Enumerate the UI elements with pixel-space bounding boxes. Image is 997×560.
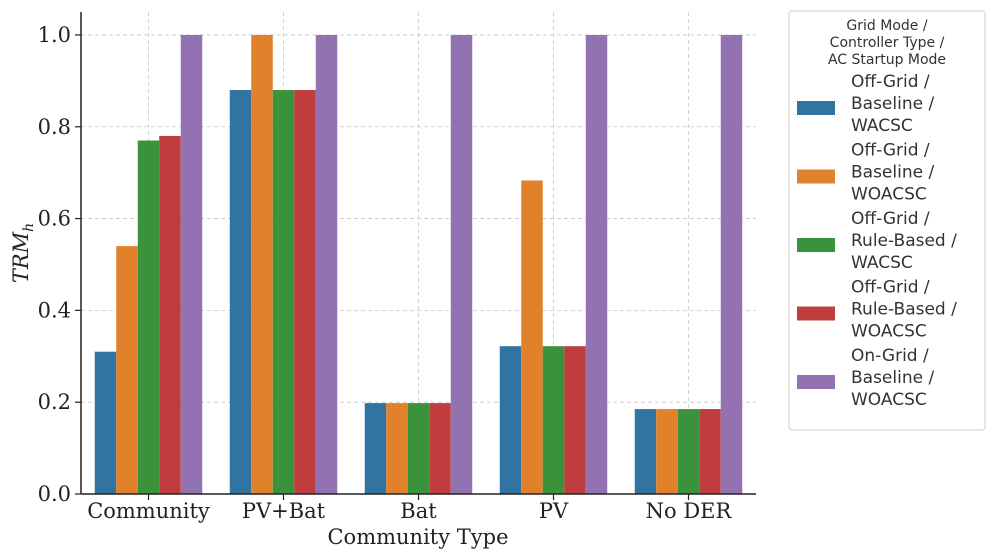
bar bbox=[137, 140, 160, 495]
bar bbox=[386, 403, 408, 494]
bar bbox=[585, 34, 608, 494]
legend-label-line: Off-Grid / bbox=[851, 278, 930, 298]
legend: Grid Mode /Controller Type /AC Startup M… bbox=[788, 10, 986, 431]
bar bbox=[407, 403, 430, 494]
legend-title-line: Grid Mode / bbox=[846, 18, 927, 34]
legend-label-line: WOACSC bbox=[851, 390, 927, 410]
bar bbox=[159, 135, 181, 494]
y-tick-label: 1.0 bbox=[38, 23, 71, 47]
x-ticks: Community PV+Bat Bat PV No DER bbox=[87, 494, 733, 523]
bar bbox=[315, 34, 338, 494]
legend-swatch bbox=[797, 375, 835, 389]
legend-swatch bbox=[797, 169, 835, 184]
bar bbox=[294, 90, 316, 495]
bar bbox=[499, 346, 522, 494]
legend-frame bbox=[788, 10, 986, 431]
legend-swatch bbox=[797, 101, 835, 115]
y-tick-label: 0.2 bbox=[38, 390, 71, 414]
legend-label-line: WOACSC bbox=[851, 185, 927, 205]
x-tick-label: Community bbox=[87, 499, 210, 523]
x-tick-label: No DER bbox=[646, 499, 733, 523]
y-tick-label: 0.4 bbox=[38, 298, 71, 322]
x-tick-label: PV+Bat bbox=[242, 499, 326, 523]
y-axis-title-base: TRM bbox=[9, 231, 33, 283]
bar bbox=[229, 90, 252, 495]
legend-label-line: Off-Grid / bbox=[851, 209, 930, 229]
bar bbox=[542, 346, 565, 494]
y-tick-label: 0.6 bbox=[38, 207, 71, 231]
y-tick-label: 0.0 bbox=[38, 482, 71, 506]
x-axis-title: Community Type bbox=[327, 525, 508, 549]
bar bbox=[272, 90, 295, 495]
x-tick-label: PV bbox=[539, 499, 569, 523]
legend-label-line: Off-Grid / bbox=[851, 72, 930, 92]
bar bbox=[251, 34, 273, 494]
legend-swatch bbox=[797, 238, 835, 252]
y-axis-title: TRMh bbox=[9, 223, 37, 283]
bar bbox=[94, 351, 117, 494]
bar bbox=[677, 409, 700, 494]
bar bbox=[450, 34, 473, 494]
bar bbox=[180, 34, 203, 494]
y-ticks: 0.0 0.2 0.4 0.6 0.8 1.0 bbox=[38, 23, 81, 506]
bar bbox=[429, 403, 451, 494]
legend-label-line: Baseline / bbox=[851, 368, 934, 388]
bar bbox=[564, 346, 586, 494]
bar bbox=[116, 246, 138, 494]
legend-swatch bbox=[797, 306, 835, 321]
legend-title-line: AC Startup Mode bbox=[828, 52, 946, 68]
legend-title-line: Controller Type / bbox=[830, 35, 945, 51]
x-tick-label: Bat bbox=[400, 499, 437, 523]
legend-label-line: WACSC bbox=[851, 116, 913, 136]
legend-label-line: On-Grid / bbox=[851, 346, 929, 366]
legend-label-line: WOACSC bbox=[851, 322, 927, 342]
legend-label-line: Baseline / bbox=[851, 163, 934, 183]
legend-label-line: WACSC bbox=[851, 253, 913, 273]
bar bbox=[699, 409, 721, 494]
bar bbox=[521, 180, 543, 495]
y-tick-label: 0.8 bbox=[38, 115, 71, 139]
bar bbox=[720, 34, 743, 494]
legend-label-line: Rule-Based / bbox=[851, 231, 957, 251]
legend-label-line: Baseline / bbox=[851, 94, 934, 114]
y-axis-title-subscript: h bbox=[21, 223, 37, 232]
bars bbox=[94, 34, 743, 495]
bar bbox=[634, 409, 657, 494]
bar bbox=[656, 409, 678, 494]
bar bbox=[364, 403, 387, 494]
legend-label-line: Rule-Based / bbox=[851, 300, 957, 320]
legend-label-line: Off-Grid / bbox=[851, 141, 930, 161]
